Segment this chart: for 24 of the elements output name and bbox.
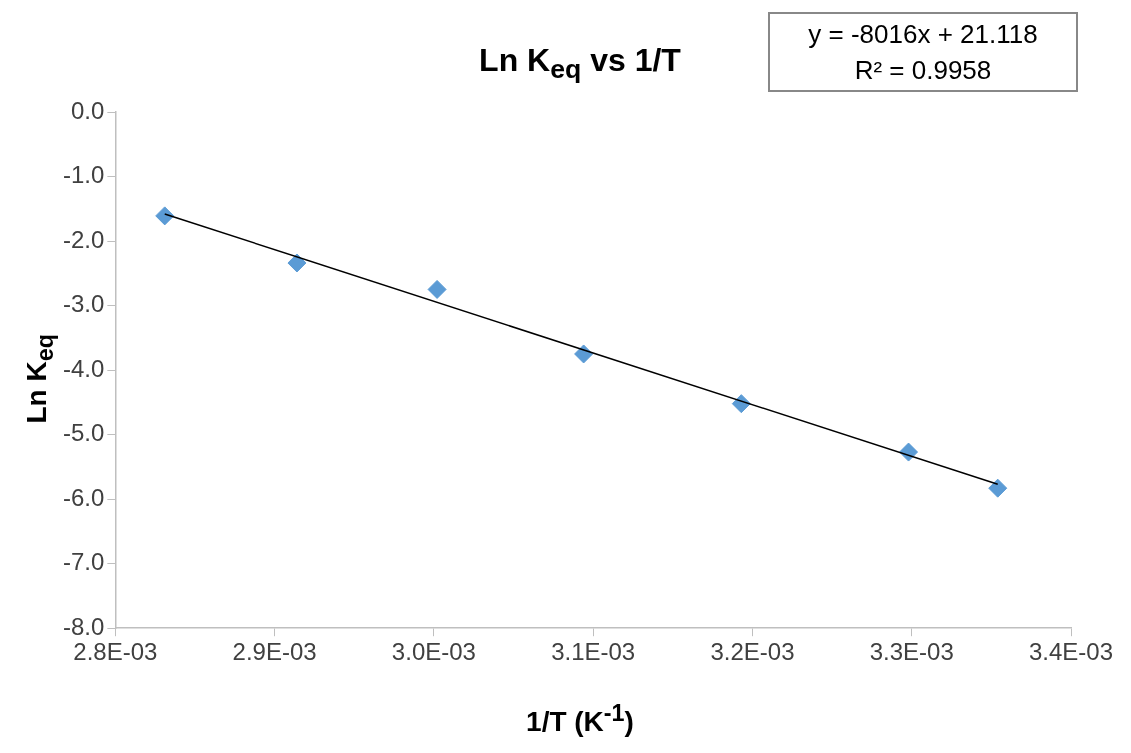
text: R² = 0.9958 — [853, 54, 993, 87]
chart-title: Ln K$_{eq}$ vs 1/T — [479, 42, 681, 85]
y-tick-label: -8.0 — [63, 612, 105, 640]
x-axis-title: 1/T (K$^{-1}$) — [525, 700, 635, 739]
x-tick-label: 2.9E-03 — [232, 638, 317, 666]
y-tick-label: -4.0 — [63, 354, 105, 382]
point — [988, 478, 1008, 498]
point — [155, 206, 175, 226]
y-tick-label: -3.0 — [63, 290, 105, 318]
y-tick-label: -2.0 — [63, 225, 105, 253]
text: y = -8016x + 21.118 — [807, 18, 1039, 51]
x-tick-label: 3.3E-03 — [869, 638, 954, 666]
x-tick-label: 3.0E-03 — [391, 638, 476, 666]
x-tick-label: 2.8E-03 — [73, 638, 158, 666]
point — [427, 279, 447, 299]
y-tick-label: -5.0 — [63, 419, 105, 447]
x-tick-label: 3.4E-03 — [1028, 638, 1114, 666]
point — [287, 253, 307, 273]
x-tick-label: 3.1E-03 — [551, 638, 636, 666]
x-tick-label: 3.2E-03 — [710, 638, 795, 666]
y-tick-label: -6.0 — [63, 483, 105, 511]
y-tick-label: -1.0 — [63, 161, 105, 189]
y-tick-label: -7.0 — [63, 548, 105, 576]
y-tick-label: 0.0 — [70, 96, 105, 124]
